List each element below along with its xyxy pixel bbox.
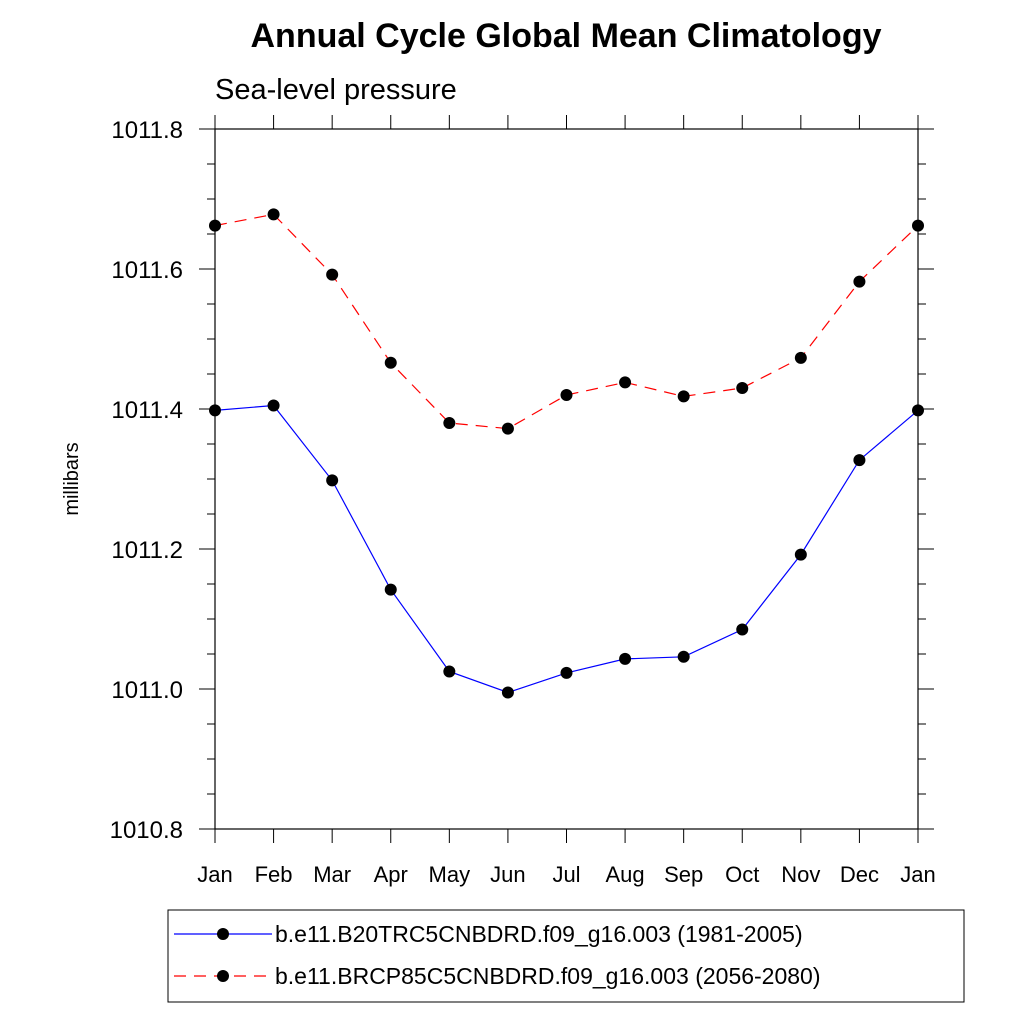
y-tick-label: 1011.8 [111,117,183,144]
series-2-point [501,422,514,435]
x-tick-label: Jul [552,862,580,887]
series-2 [209,208,924,435]
series-1-point [267,399,280,412]
series-2-point [209,219,221,232]
x-tick-label: Feb [255,862,293,887]
series-1-point [677,650,690,663]
chart-subtitle: Sea-level pressure [215,74,457,106]
series-1-point [501,686,514,699]
legend-label-series-2: b.e11.BRCP85C5CNBDRD.f09_g16.003 (2056-2… [275,963,821,989]
series-2-point [853,275,866,288]
series-1-line [214,404,919,694]
series-1-point [619,652,632,665]
x-tick-label: Jan [900,862,935,887]
legend-marker-series-1 [217,928,229,940]
series-1-point [912,404,924,417]
series-1-point [736,623,749,636]
x-tick-label: Oct [725,862,759,887]
series-2-point [326,268,339,281]
series-1-point [384,583,397,596]
series-layer [209,208,924,699]
series-1-point [326,474,339,487]
x-tick-label: Nov [781,862,820,887]
x-tick-label: Jan [197,862,232,887]
y-tick-label: 1011.2 [111,537,183,564]
chart-title: Annual Cycle Global Mean Climatology [251,17,882,55]
plot-area [214,128,919,830]
series-2-point [677,390,690,403]
series-2-point [267,208,280,221]
x-tick-label: Jun [490,862,525,887]
plot-frame [214,128,919,830]
series-1-point [853,454,866,467]
legend-box [167,909,965,1003]
legend-marker-series-2 [217,970,229,982]
y-tick-label: 1011.6 [111,257,183,284]
x-tick-label: Apr [374,862,408,887]
y-tick-label: 1011.4 [111,397,183,424]
series-1-point [560,666,573,679]
x-tick-label: May [429,862,471,887]
series-1 [209,399,924,699]
series-2-point [794,351,807,364]
y-axis-label: millibars [61,442,83,515]
series-1-point [443,665,456,678]
series-1-point [794,548,807,561]
y-axis: 1010.8 1011.0 1011.2 1011.4 1011.6 1011.8 [110,117,934,844]
series-2-point [443,417,456,429]
series-2-point [736,382,749,394]
series-2-point [619,376,632,389]
series-2-point [912,219,924,232]
y-tick-label: 1011.0 [111,677,183,704]
y-tick-label: 1010.8 [110,817,183,844]
series-2-point [384,356,397,369]
x-tick-label: Dec [840,862,879,887]
x-tick-label: Mar [313,862,351,887]
x-tick-label: Aug [606,862,645,887]
series-2-point [560,389,573,401]
x-axis: Jan Feb Mar Apr May Jun Jul Aug Sep Oct Nov Dec Jan [197,115,936,887]
x-tick-label: Sep [664,862,703,887]
legend: b.e11.B20TRC5CNBDRD.f09_g16.003 (1981-20… [167,909,965,1003]
legend-label-series-1: b.e11.B20TRC5CNBDRD.f09_g16.003 (1981-20… [275,921,803,947]
series-1-point [209,404,221,417]
